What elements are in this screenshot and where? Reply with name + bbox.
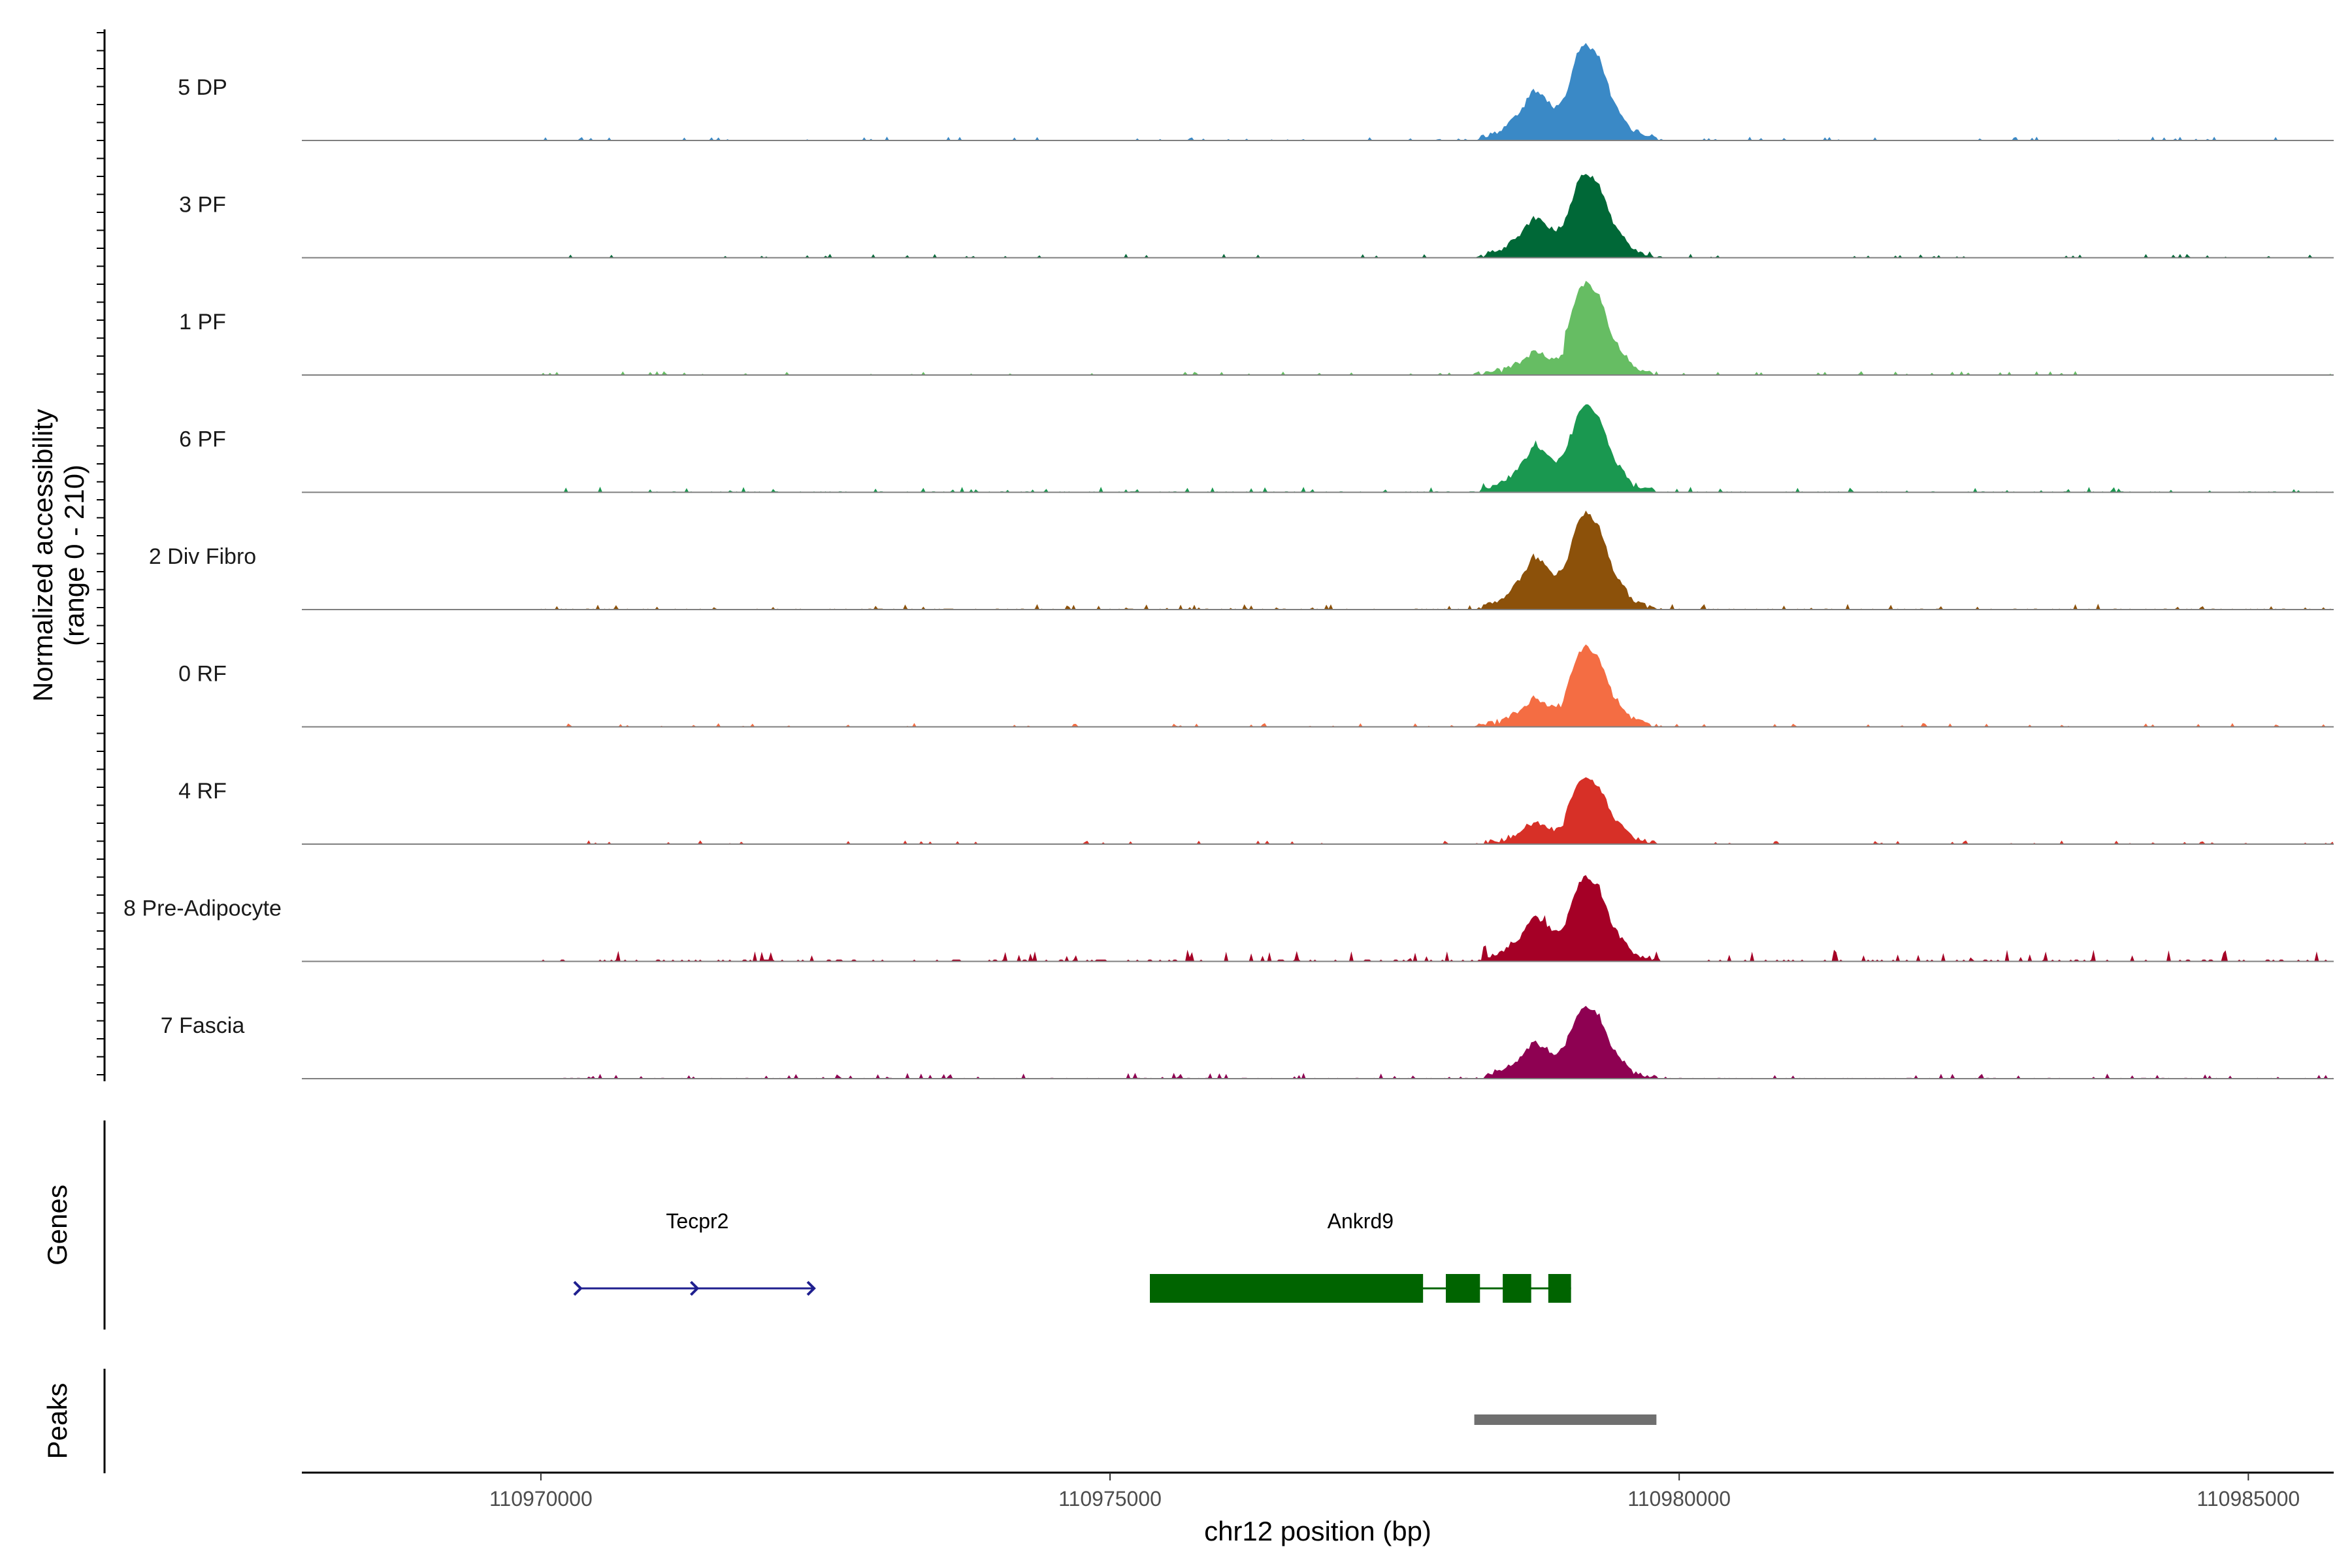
x-tick-label: 110975000	[1058, 1487, 1162, 1511]
coverage-area	[540, 42, 2334, 140]
track-label: 5 DP	[178, 75, 227, 100]
coverage-y-ticks	[97, 32, 105, 1075]
track-1-pf: 1 PF	[179, 280, 2334, 376]
track-3-pf: 3 PF	[179, 174, 2334, 259]
y-axis-title-line1: Normalized accessibility	[27, 409, 58, 702]
exon	[1503, 1274, 1531, 1303]
y-axis-title-line2: (range 0 - 210)	[59, 465, 90, 646]
track-2-div-fibro: 2 Div Fibro	[149, 510, 2334, 610]
coverage-area	[540, 280, 2334, 375]
x-axis-title: chr12 position (bp)	[1204, 1516, 1431, 1546]
track-label: 1 PF	[179, 310, 226, 335]
track-label: 3 PF	[179, 193, 226, 218]
coverage-area	[540, 777, 2334, 844]
track-0-rf: 0 RF	[178, 644, 2334, 728]
peaks-panel-label: Peaks	[42, 1383, 73, 1460]
track-label: 8 Pre-Adipocyte	[123, 896, 282, 921]
gene-label: Tecpr2	[666, 1209, 728, 1233]
exon	[1548, 1274, 1571, 1303]
track-label: 6 PF	[179, 427, 226, 452]
genes-track: Tecpr2 Ankrd9	[573, 1209, 1571, 1303]
track-label: 0 RF	[178, 662, 227, 687]
coverage-area	[540, 1005, 2334, 1079]
exon	[1150, 1274, 1424, 1303]
gene-label: Ankrd9	[1328, 1209, 1394, 1233]
track-4-rf: 4 RF	[178, 777, 2334, 845]
genes-panel-label: Genes	[42, 1184, 73, 1266]
x-axis-ticks: 110970000 110975000 110980000 110985000	[489, 1473, 2300, 1511]
coverage-area	[540, 875, 2334, 962]
coverage-area	[540, 404, 2334, 493]
gene-ankrd9: Ankrd9	[1150, 1209, 1571, 1303]
gene-tecpr2: Tecpr2	[573, 1209, 816, 1296]
coverage-tracks: 5 DP 3 PF 1 PF 6 PF 2 Div Fibro 0 RF 4 RF 8 Pre…	[123, 42, 2334, 1079]
coverage-area	[540, 644, 2334, 727]
track-7-fascia: 7 Fascia	[161, 1005, 2334, 1079]
exon	[1446, 1274, 1480, 1303]
track-5-dp: 5 DP	[178, 42, 2334, 141]
peaks-track	[1474, 1414, 1657, 1425]
track-label: 2 Div Fibro	[149, 544, 256, 569]
x-tick-label: 110980000	[1627, 1487, 1731, 1511]
peak-bar	[1474, 1414, 1657, 1425]
strand-arrow	[573, 1281, 583, 1296]
track-label: 7 Fascia	[161, 1013, 245, 1038]
x-tick-label: 110970000	[489, 1487, 593, 1511]
track-label: 4 RF	[178, 779, 227, 804]
strand-arrow	[806, 1281, 816, 1296]
x-tick-label: 110985000	[2197, 1487, 2300, 1511]
strand-arrow	[690, 1281, 700, 1296]
track-8-pre-adipocyte: 8 Pre-Adipocyte	[123, 875, 2334, 962]
coverage-area	[540, 510, 2334, 610]
track-6-pf: 6 PF	[179, 404, 2334, 493]
coverage-area	[540, 174, 2334, 258]
